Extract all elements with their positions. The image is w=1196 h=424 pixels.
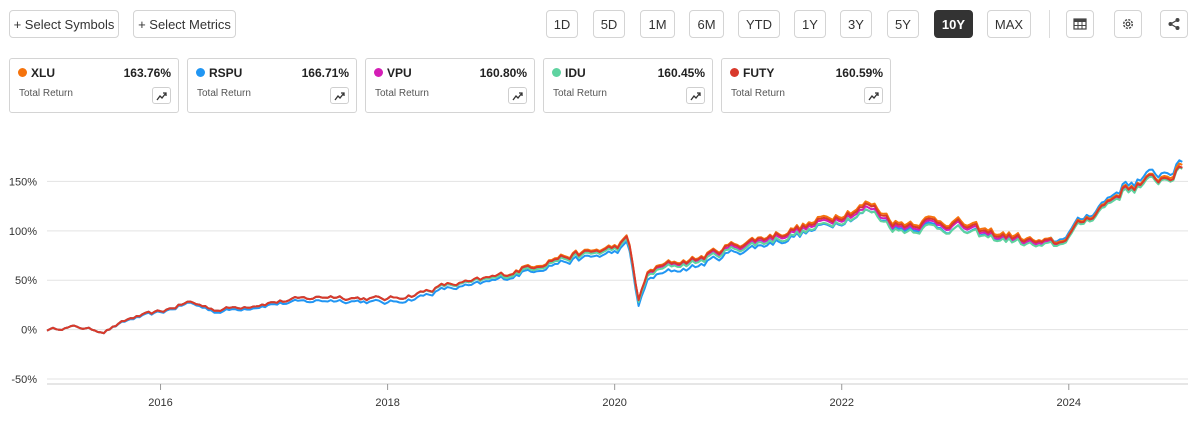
trend-chart-button[interactable] — [686, 87, 705, 104]
select-symbols-button[interactable]: + Select Symbols — [9, 10, 119, 38]
metric-label: Total Return — [731, 88, 785, 99]
symbol-label: FUTY — [743, 66, 775, 80]
y-tick-label: 0% — [21, 325, 37, 337]
total-return-value: 160.80% — [479, 66, 527, 80]
range-5d-button[interactable]: 5D — [593, 10, 625, 38]
symbol-label: RSPU — [209, 66, 243, 80]
range-6m-button[interactable]: 6M — [689, 10, 724, 38]
metric-label: Total Return — [375, 88, 429, 99]
trend-up-icon — [512, 91, 523, 100]
series-color-dot — [374, 68, 383, 77]
total-return-chart: 150% 100% 50% 0% -50% 2016 2018 2020 2022 2024 — [9, 159, 1188, 409]
trend-chart-button[interactable] — [508, 87, 527, 104]
y-tick-label: 100% — [9, 226, 37, 238]
series-color-dot — [18, 68, 27, 77]
x-tick-label: 2024 — [1057, 397, 1081, 409]
legend-card-rspu[interactable]: RSPU 166.71% Total Return — [187, 58, 357, 113]
series-color-dot — [730, 68, 739, 77]
series-color-dot — [196, 68, 205, 77]
trend-up-icon — [690, 91, 701, 100]
y-tick-label: 50% — [15, 275, 37, 287]
series-color-dot — [552, 68, 561, 77]
trend-up-icon — [156, 91, 167, 100]
range-10y-button[interactable]: 10Y — [934, 10, 973, 38]
select-metrics-button[interactable]: + Select Metrics — [133, 10, 236, 38]
total-return-value: 160.59% — [835, 66, 883, 80]
range-1m-button[interactable]: 1M — [640, 10, 675, 38]
total-return-value: 166.71% — [301, 66, 349, 80]
total-return-value: 160.45% — [657, 66, 705, 80]
table-icon — [1073, 18, 1087, 30]
range-1d-button[interactable]: 1D — [546, 10, 578, 38]
trend-up-icon — [334, 91, 345, 100]
x-tick-label: 2018 — [375, 397, 399, 409]
series-line-vpu — [46, 165, 1183, 335]
range-1y-button[interactable]: 1Y — [794, 10, 826, 38]
range-max-button[interactable]: MAX — [987, 10, 1031, 38]
table-button[interactable] — [1066, 10, 1094, 38]
trend-up-icon — [868, 91, 879, 100]
y-tick-label: 150% — [9, 176, 37, 188]
x-tick-label: 2022 — [829, 397, 853, 409]
range-ytd-button[interactable]: YTD — [738, 10, 780, 38]
y-tick-label: -50% — [11, 374, 37, 386]
legend-card-vpu[interactable]: VPU 160.80% Total Return — [365, 58, 535, 113]
range-5y-button[interactable]: 5Y — [887, 10, 919, 38]
share-icon — [1168, 18, 1180, 30]
symbol-label: VPU — [387, 66, 412, 80]
trend-chart-button[interactable] — [330, 87, 349, 104]
metric-label: Total Return — [553, 88, 607, 99]
range-3y-button[interactable]: 3Y — [840, 10, 872, 38]
toolbar-divider — [1049, 10, 1050, 38]
metric-label: Total Return — [197, 88, 251, 99]
trend-chart-button[interactable] — [152, 87, 171, 104]
total-return-value: 163.76% — [123, 66, 171, 80]
trend-chart-button[interactable] — [864, 87, 883, 104]
legend-card-idu[interactable]: IDU 160.45% Total Return — [543, 58, 713, 113]
metric-label: Total Return — [19, 88, 73, 99]
symbol-label: XLU — [31, 66, 55, 80]
symbol-label: IDU — [565, 66, 586, 80]
settings-button[interactable] — [1114, 10, 1142, 38]
gear-icon — [1122, 18, 1134, 30]
x-tick-label: 2016 — [148, 397, 172, 409]
share-button[interactable] — [1160, 10, 1188, 38]
legend-card-xlu[interactable]: XLU 163.76% Total Return — [9, 58, 179, 113]
x-tick-label: 2020 — [602, 397, 626, 409]
series-line-futy — [46, 165, 1183, 335]
legend-card-futy[interactable]: FUTY 160.59% Total Return — [721, 58, 891, 113]
